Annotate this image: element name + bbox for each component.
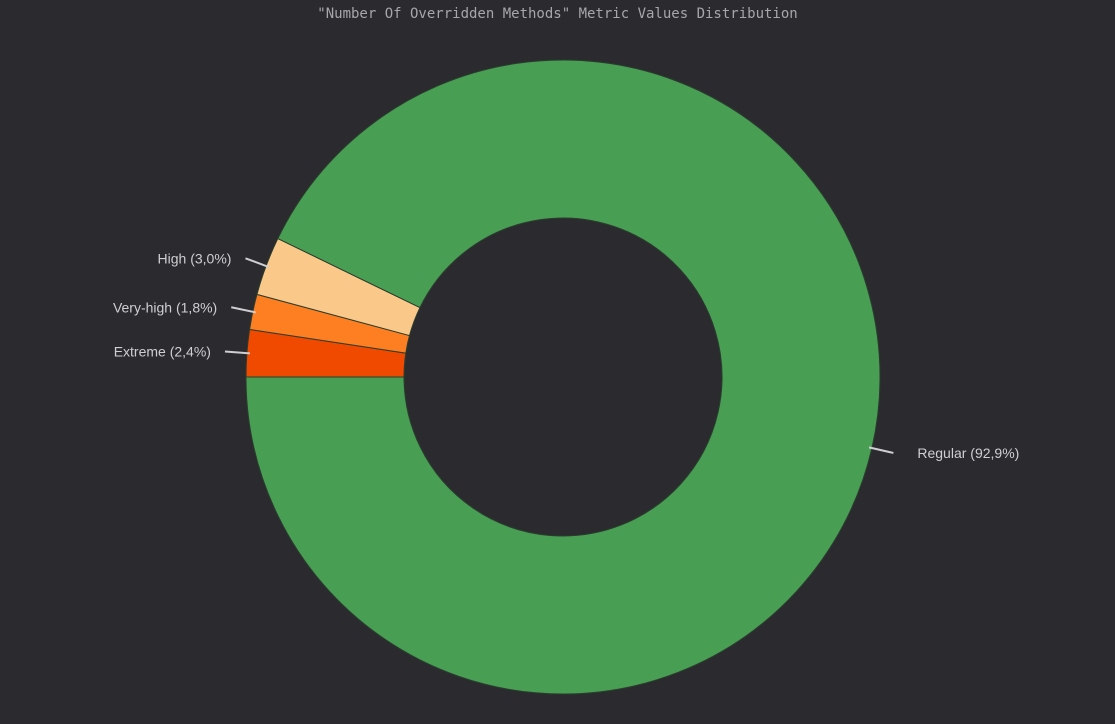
leader-line-very-high (231, 306, 256, 314)
labels-layer: Extreme (2,4%) Very-high (1,8%) High (3,0%… (113, 250, 1019, 461)
leader-line-high (245, 257, 270, 268)
slice-label-regular: Regular (92,9%) (917, 445, 1019, 461)
slice-label-high: High (3,0%) (158, 250, 232, 266)
leader-line-extreme (224, 350, 250, 355)
slice-label-very-high: Very-high (1,8%) (113, 299, 217, 315)
slice-label-extreme: Extreme (2,4%) (114, 343, 211, 359)
slice-regular (245, 59, 881, 695)
slices-layer (245, 59, 881, 695)
chart-title: "Number Of Overridden Methods" Metric Va… (317, 6, 798, 22)
leader-line-regular (868, 446, 894, 454)
